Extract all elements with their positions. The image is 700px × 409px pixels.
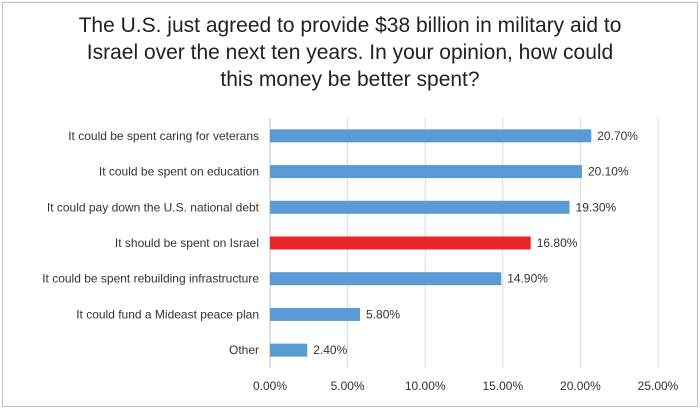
chart-title-line-2: Israel over the next ten years. In your … [86,41,614,64]
x-tick-label: 10.00% [405,379,446,393]
chart-title-line-3: this money be better spent? [220,68,480,91]
data-label: 5.80% [366,307,400,321]
bar [270,200,570,214]
data-label: 20.70% [597,129,638,143]
bar [270,129,592,143]
bar [270,307,361,321]
bar [270,165,582,179]
x-tick-label: 5.00% [331,379,365,393]
category-label: It could be spent caring for veterans [68,129,259,143]
x-tick-label: 25.00% [638,379,679,393]
data-label: 20.10% [588,165,629,179]
category-label: It should be spent on Israel [115,236,259,250]
x-tick-label: 20.00% [560,379,601,393]
x-tick-label: 0.00% [253,379,287,393]
chart-title-line-1: The U.S. just agreed to provide $38 bill… [78,14,622,37]
data-label: 14.90% [507,272,548,286]
chart-title: The U.S. just agreed to provide $38 bill… [20,12,680,93]
category-label: It could pay down the U.S. national debt [47,200,260,214]
bar [270,272,502,286]
data-label: 16.80% [537,236,578,250]
bar [270,236,531,250]
category-label: It could fund a Mideast peace plan [76,307,259,321]
data-label: 19.30% [576,200,617,214]
x-tick-label: 15.00% [482,379,523,393]
data-label: 2.40% [313,343,347,357]
category-label: It could be spent rebuilding infrastruct… [42,272,259,286]
bar [270,343,308,357]
category-label: Other [229,343,259,357]
category-label: It could be spent on education [99,165,259,179]
